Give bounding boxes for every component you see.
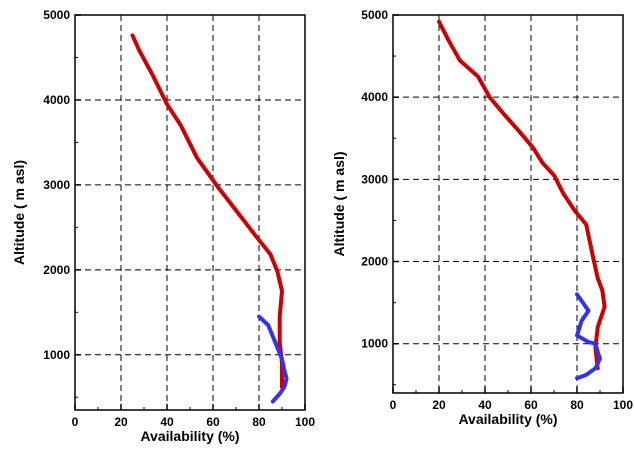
chart2-series-blue-line	[575, 292, 602, 381]
chart1-series-blue-line	[257, 314, 289, 404]
chart2-x-tick-label: 40	[478, 398, 492, 412]
chart1-x-tick-label: 0	[72, 415, 79, 429]
chart1-x-tick-label: 40	[160, 415, 174, 429]
chart1-series-red-line	[130, 33, 284, 390]
chart2-x-tick-label: 80	[570, 398, 584, 412]
chart2-y-tick-label: 1000	[361, 337, 388, 351]
chart1-plot-frame	[74, 14, 306, 411]
chart1-y-tick-label: 4000	[43, 93, 70, 107]
chart1-x-tick-label: 60	[206, 415, 220, 429]
chart1-y-tick-label: 1000	[43, 348, 70, 362]
chart1-x-axis-label: Availability (%)	[140, 428, 239, 444]
chart1-x-tick-label: 100	[295, 415, 315, 429]
chart2-x-tick-label: 100	[613, 398, 633, 412]
chart1-x-tick-label: 20	[114, 415, 128, 429]
chart2-plot-frame	[392, 14, 624, 394]
chart1-y-axis-label: Altitude ( m asl)	[11, 160, 27, 265]
chart2-y-tick-label: 3000	[361, 172, 388, 186]
chart2-series-red-line	[437, 19, 607, 371]
chart1-y-tick-label: 5000	[43, 8, 70, 22]
chart2-y-tick-label: 4000	[361, 90, 388, 104]
chart2-x-tick-label: 20	[432, 398, 446, 412]
chart1-x-tick-label: 80	[252, 415, 266, 429]
chart2-x-tick-label: 0	[390, 398, 397, 412]
chart2-y-tick-label: 5000	[361, 8, 388, 22]
chart1-y-tick-label: 3000	[43, 178, 70, 192]
chart2-x-tick-label: 60	[524, 398, 538, 412]
chart2-y-tick-label: 2000	[361, 255, 388, 269]
chart2-y-axis-label: Altitude ( m asl)	[331, 151, 347, 256]
chart2-x-axis-label: Availability (%)	[458, 411, 557, 427]
chart1-y-tick-label: 2000	[43, 263, 70, 277]
